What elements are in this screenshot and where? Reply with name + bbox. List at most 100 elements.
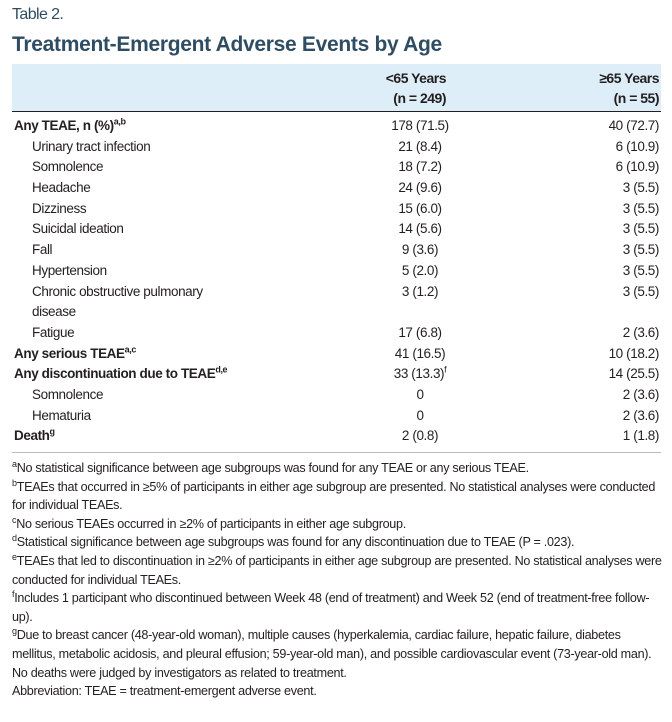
value-under-65: 18 (7.2) [365, 157, 475, 178]
row-label-text: Suicidal ideation [32, 221, 124, 237]
value-under-65: 178 (71.5) [365, 116, 475, 137]
footnote-mark: f [444, 364, 447, 375]
row-label: Fall [32, 240, 372, 261]
footnote-mark: a [12, 458, 17, 469]
column-header-line: (n = 249) [393, 90, 446, 106]
footnote-mark: a,c [124, 344, 137, 355]
value-65-plus: 6 (10.9) [615, 159, 660, 175]
column-header-line: (n = 55) [613, 90, 660, 106]
footnote-mark: c [12, 514, 17, 525]
value-65-plus: 3 (5.5) [622, 283, 660, 299]
value-under-65: 0 [365, 406, 475, 427]
footnote: aNo statistical significance between age… [12, 459, 664, 478]
value-65-plus: 40 (72.7) [608, 118, 660, 133]
row-label-text: Hematuria [32, 407, 91, 423]
value-text: 24 (9.6) [398, 180, 442, 196]
value-65-plus: 10 (18.2) [608, 345, 660, 361]
table-row: Headache 24 (9.6) 3 (5.5) [12, 178, 661, 199]
value-under-65: 15 (6.0) [365, 199, 475, 220]
value-65-plus: 3 (5.5) [622, 180, 660, 196]
value-text: 9 (3.6) [401, 242, 439, 258]
value-under-65: 17 (6.8) [365, 323, 475, 344]
footnote-mark: d [12, 533, 17, 544]
footnote: gDue to breast cancer (48-year-old woman… [12, 626, 664, 682]
value-65-plus: 2 (3.6) [622, 324, 660, 340]
value-65-plus: 3 (5.5) [622, 262, 660, 278]
value-under-65: 0 [365, 385, 475, 406]
value-under-65: 14 (5.6) [365, 219, 475, 240]
footnote-text: TEAEs that occurred in ≥5% of participan… [12, 479, 656, 513]
footnote-mark: e [12, 551, 17, 562]
table-row: Any discontinuation due to TEAEd,e 33 (1… [12, 364, 661, 385]
footnote: eTEAEs that led to discontinuation in ≥2… [12, 552, 664, 589]
footnote-text: No serious TEAEs occurred in ≥2% of part… [16, 516, 406, 531]
footnote: bTEAEs that occurred in ≥5% of participa… [12, 478, 664, 515]
value-text: 5 (2.0) [401, 262, 439, 278]
row-label-text: Somnolence [32, 386, 104, 402]
table-row: Urinary tract infection 21 (8.4) 6 (10.9… [12, 137, 661, 158]
table-row: Hematuria 0 2 (3.6) [12, 406, 661, 427]
value-under-65: 24 (9.6) [365, 178, 475, 199]
value-text: 0 [416, 386, 424, 402]
value-text: 3 (1.2) [401, 283, 439, 299]
table-row: Somnolence 18 (7.2) 6 (10.9) [12, 157, 661, 178]
column-header-line: <65 Years [385, 70, 447, 86]
footnote: dStatistical significance between age su… [12, 533, 664, 552]
row-label: Any TEAE, n (%)a,b [14, 116, 354, 137]
footnote-text: Statistical significance between age sub… [16, 535, 575, 550]
footnote-mark: f [12, 588, 15, 599]
row-label: Urinary tract infection [32, 137, 372, 158]
footnote-mark: g [49, 426, 56, 437]
table-row: Fatigue 17 (6.8) 2 (3.6) [12, 323, 661, 344]
abbreviation-note: Abbreviation: TEAE = treatment-emergent … [12, 684, 317, 699]
table-header: <65 Years (n = 249) ≥65 Years (n = 55) [12, 64, 661, 112]
row-label: Somnolence [32, 385, 372, 406]
value-65-plus: 3 (5.5) [622, 221, 660, 237]
row-label: Dizziness [32, 199, 372, 220]
footnote-text: Includes 1 participant who discontinued … [12, 591, 650, 624]
value-65-plus: 2 (3.6) [622, 386, 660, 402]
table-row: Any TEAE, n (%)a,b 178 (71.5) 40 (72.7) [12, 116, 661, 137]
value-text: 2 (0.8) [401, 428, 439, 444]
table-row: Somnolence 0 2 (3.6) [12, 385, 661, 406]
value-under-65: 33 (13.3)f [365, 364, 475, 385]
row-label: Any discontinuation due to TEAEd,e [14, 364, 354, 385]
value-text: 33 (13.3) [393, 366, 445, 382]
table-row: Any serious TEAEa,c 41 (16.5) 10 (18.2) [12, 344, 661, 365]
row-label-text: Dizziness [32, 200, 87, 216]
value-text: 18 (7.2) [398, 159, 442, 175]
footnote-text: TEAEs that led to discontinuation in ≥2%… [12, 553, 662, 587]
table-row: Fall 9 (3.6) 3 (5.5) [12, 240, 661, 261]
row-label-text: Fatigue [32, 324, 75, 340]
row-label: Deathg [14, 426, 354, 447]
row-label: Hypertension [32, 261, 372, 282]
table-row: Hypertension 5 (2.0) 3 (5.5) [12, 261, 661, 282]
row-label: Headache [32, 178, 372, 199]
value-text: 14 (5.6) [398, 221, 442, 237]
value-text: 21 (8.4) [398, 138, 442, 154]
row-label-text: Fall [32, 242, 53, 258]
footnote-text: No statistical significance between age … [16, 461, 529, 475]
footnote-mark: d,e [215, 364, 228, 375]
footnotes: aNo statistical significance between age… [12, 459, 664, 701]
column-header-65-plus: ≥65 Years (n = 55) [599, 68, 659, 108]
column-header-under-65: <65 Years (n = 249) [385, 68, 447, 108]
value-text: 17 (6.8) [398, 324, 442, 340]
table-label: Table 2. [12, 6, 64, 23]
footnote-mark: g [12, 626, 17, 637]
value-65-plus: 2 (3.6) [622, 407, 660, 423]
value-65-plus: 3 (5.5) [622, 242, 660, 258]
table-title: Treatment-Emergent Adverse Events by Age [12, 33, 442, 56]
value-under-65: 3 (1.2) [365, 282, 475, 303]
value-text: 178 (71.5) [391, 118, 449, 133]
table-row: Chronic obstructive pulmonary disease 3 … [12, 282, 661, 323]
row-label-text: Headache [32, 180, 91, 196]
table-body: Any TEAE, n (%)a,b 178 (71.5) 40 (72.7) U… [12, 116, 661, 447]
row-label-text: Hypertension [32, 262, 107, 278]
footnote-mark: b [12, 477, 17, 488]
footnote: fIncludes 1 participant who discontinued… [12, 589, 664, 626]
table-bottom-divider [12, 452, 661, 453]
value-65-plus: 1 (1.8) [622, 428, 660, 444]
row-label-text: Any TEAE, n (%) [14, 118, 114, 133]
